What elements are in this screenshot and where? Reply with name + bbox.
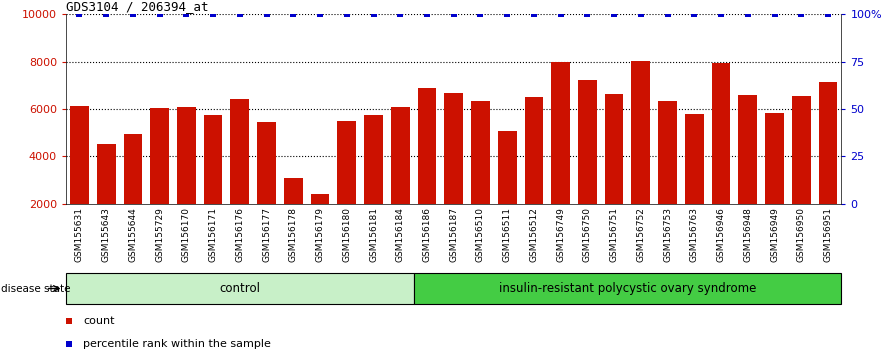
Bar bbox=[413, 273, 841, 304]
Text: GSM156946: GSM156946 bbox=[716, 207, 726, 262]
Bar bbox=[337, 121, 356, 251]
Point bbox=[527, 11, 541, 17]
Text: GSM156751: GSM156751 bbox=[610, 207, 618, 262]
Point bbox=[767, 11, 781, 17]
Text: GSM156179: GSM156179 bbox=[315, 207, 324, 262]
Text: GSM156948: GSM156948 bbox=[744, 207, 752, 262]
Bar bbox=[70, 107, 89, 251]
Point bbox=[72, 11, 86, 17]
Bar bbox=[123, 134, 142, 251]
Text: control: control bbox=[219, 282, 261, 295]
Bar bbox=[66, 273, 413, 304]
Point bbox=[633, 11, 648, 17]
Bar bbox=[418, 88, 436, 251]
Text: GSM156171: GSM156171 bbox=[209, 207, 218, 262]
Point bbox=[500, 11, 515, 17]
Point bbox=[126, 11, 140, 17]
Point bbox=[100, 11, 114, 17]
Text: GSM155631: GSM155631 bbox=[75, 207, 84, 262]
Text: GSM156510: GSM156510 bbox=[476, 207, 485, 262]
Bar bbox=[604, 94, 624, 251]
Bar bbox=[552, 62, 570, 251]
Point bbox=[366, 11, 381, 17]
Point bbox=[687, 11, 701, 17]
Text: GSM156187: GSM156187 bbox=[449, 207, 458, 262]
Bar bbox=[177, 107, 196, 251]
Text: GSM156753: GSM156753 bbox=[663, 207, 672, 262]
Text: GSM156180: GSM156180 bbox=[343, 207, 352, 262]
Text: GSM156181: GSM156181 bbox=[369, 207, 378, 262]
Bar bbox=[738, 95, 757, 251]
Bar bbox=[818, 82, 837, 251]
Bar bbox=[364, 115, 383, 251]
Point bbox=[661, 11, 675, 17]
Text: GSM156752: GSM156752 bbox=[636, 207, 646, 262]
Text: insulin-resistant polycystic ovary syndrome: insulin-resistant polycystic ovary syndr… bbox=[499, 282, 756, 295]
Text: GSM156186: GSM156186 bbox=[423, 207, 432, 262]
Text: GSM156750: GSM156750 bbox=[583, 207, 592, 262]
Text: GSM156949: GSM156949 bbox=[770, 207, 779, 262]
Point bbox=[581, 11, 595, 17]
Point bbox=[340, 11, 354, 17]
Point bbox=[206, 11, 220, 17]
Point bbox=[553, 11, 567, 17]
Bar bbox=[658, 101, 677, 251]
Text: GSM156511: GSM156511 bbox=[503, 207, 512, 262]
Text: percentile rank within the sample: percentile rank within the sample bbox=[83, 339, 271, 349]
Bar bbox=[471, 101, 490, 251]
Text: count: count bbox=[83, 316, 115, 326]
Text: GSM156170: GSM156170 bbox=[181, 207, 191, 262]
Point bbox=[393, 11, 407, 17]
Bar bbox=[311, 194, 329, 251]
Bar bbox=[578, 80, 596, 251]
Bar bbox=[524, 97, 544, 251]
Point bbox=[233, 11, 247, 17]
Point bbox=[313, 11, 327, 17]
Point bbox=[741, 11, 755, 17]
Bar bbox=[792, 96, 811, 251]
Text: disease state: disease state bbox=[1, 284, 70, 293]
Point bbox=[473, 11, 487, 17]
Bar bbox=[498, 131, 516, 251]
Point bbox=[180, 11, 194, 17]
Bar bbox=[97, 144, 115, 251]
Bar bbox=[632, 61, 650, 251]
Bar bbox=[685, 114, 704, 251]
Point bbox=[260, 11, 274, 17]
Text: GDS3104 / 206394_at: GDS3104 / 206394_at bbox=[66, 0, 209, 13]
Point bbox=[714, 11, 728, 17]
Text: GSM156950: GSM156950 bbox=[796, 207, 806, 262]
Point bbox=[286, 11, 300, 17]
Point bbox=[63, 318, 77, 324]
Bar bbox=[391, 107, 410, 251]
Point bbox=[420, 11, 434, 17]
Text: GSM156184: GSM156184 bbox=[396, 207, 404, 262]
Bar bbox=[151, 108, 169, 251]
Text: GSM156951: GSM156951 bbox=[824, 207, 833, 262]
Bar bbox=[284, 178, 303, 251]
Point bbox=[63, 341, 77, 347]
Bar bbox=[444, 93, 463, 251]
Text: GSM156749: GSM156749 bbox=[556, 207, 565, 262]
Text: GSM156763: GSM156763 bbox=[690, 207, 699, 262]
Bar bbox=[712, 63, 730, 251]
Point bbox=[794, 11, 808, 17]
Text: GSM156178: GSM156178 bbox=[289, 207, 298, 262]
Point bbox=[607, 11, 621, 17]
Text: GSM155644: GSM155644 bbox=[129, 207, 137, 262]
Point bbox=[821, 11, 835, 17]
Text: GSM156512: GSM156512 bbox=[529, 207, 538, 262]
Text: GSM156177: GSM156177 bbox=[262, 207, 271, 262]
Text: GSM155643: GSM155643 bbox=[101, 207, 111, 262]
Text: GSM156176: GSM156176 bbox=[235, 207, 244, 262]
Bar bbox=[231, 99, 249, 251]
Bar bbox=[204, 115, 223, 251]
Bar bbox=[257, 122, 276, 251]
Bar bbox=[766, 113, 784, 251]
Text: GSM155729: GSM155729 bbox=[155, 207, 164, 262]
Point bbox=[152, 11, 167, 17]
Point bbox=[447, 11, 461, 17]
